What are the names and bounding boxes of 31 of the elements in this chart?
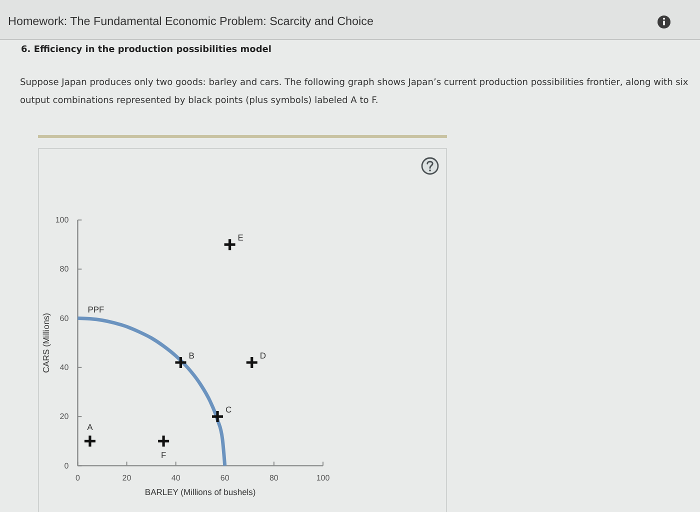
- y-tick-label: 100: [55, 216, 70, 225]
- annotation: E: [238, 232, 244, 243]
- point: [156, 434, 170, 448]
- y-tick-label: 40: [60, 362, 70, 372]
- y-tick-label: 20: [60, 412, 70, 422]
- annotation: B: [188, 350, 195, 361]
- chart-title: Homework: The Fundamental Economic Problem: Scarcity and Choice: [8, 15, 374, 28]
- y-tick-label: 60: [60, 314, 70, 323]
- point: [83, 434, 97, 448]
- x-axis-title: BARLEY (Millions of bushels): [144, 487, 256, 497]
- series-label: PPF: [88, 304, 104, 314]
- y-tick-label: 80: [60, 264, 70, 274]
- annotation: A: [87, 422, 94, 432]
- x-tick-label: 40: [171, 473, 181, 482]
- annotation: F: [160, 450, 166, 460]
- point: [222, 238, 237, 252]
- line-series: [76, 316, 227, 468]
- x-tick-label: 80: [269, 473, 279, 482]
- x-tick-label: 100: [316, 473, 330, 482]
- y-axis-title: CARS (Millions): [41, 312, 51, 373]
- point: [245, 356, 259, 370]
- annotation: C: [226, 404, 232, 415]
- chart-subtitle: 6. Efficiency in the production possibilities model: [21, 45, 272, 55]
- y-tick-label: 0: [64, 461, 70, 470]
- point: [174, 356, 188, 370]
- x-tick-label: 60: [220, 473, 230, 482]
- point: [210, 410, 224, 424]
- annotation: D: [260, 350, 266, 361]
- text: Suppose Japan produces only two goods: barley and cars. The following graph shows Japan’s current production possibilities frontier, along with six output combinations represented by black points (plus symbols) labeled A to F.: [20, 77, 690, 108]
- x-tick-label: 20: [122, 473, 132, 482]
- x-tick-label: 0: [75, 473, 80, 482]
